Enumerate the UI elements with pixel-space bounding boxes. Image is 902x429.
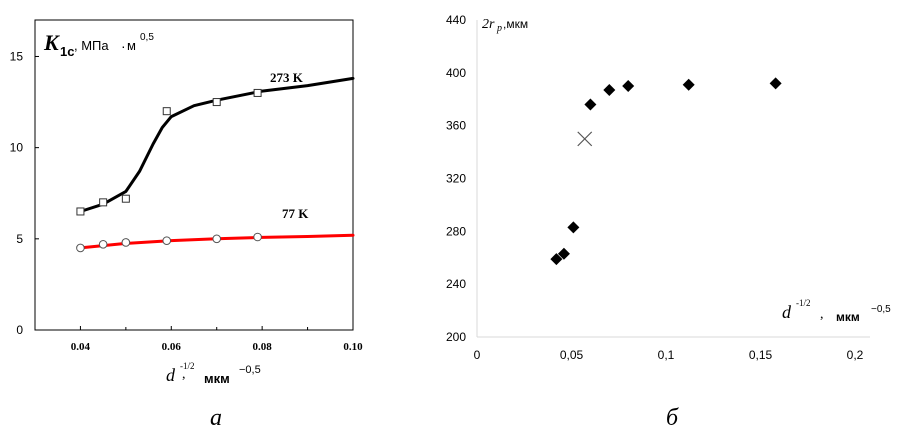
panel-a-ylabel-exp: 0,5 [140, 32, 154, 43]
data-point-273k [253, 88, 262, 97]
panel-a-caption: а [210, 405, 222, 429]
panel-b-y-tick-label: 240 [446, 277, 466, 291]
panel-b-caption: б [666, 405, 679, 429]
panel-b-ylabel-units: ,мкм [503, 17, 528, 31]
panel-a-y-tick-label: 15 [10, 49, 24, 63]
panel-b-xlabel-units: мкм [836, 310, 860, 324]
panel-b-xlabel-units-exp: −0,5 [871, 304, 891, 315]
data-point-diamond [769, 77, 782, 90]
data-point-77k [253, 232, 262, 242]
data-point-273k [162, 107, 171, 116]
panel-a-xlabel: d -1/2 , мкм −0,5 [166, 361, 261, 386]
panel-a: 0.04 0.06 0.08 0.10 0 5 10 15 273 K 77 K K 1c ,… [10, 19, 363, 429]
data-point-77k [212, 234, 222, 244]
data-point-diamond [584, 98, 597, 111]
panel-b-y-tick-label: 200 [446, 330, 466, 344]
panel-b-x-tick-label: 0,05 [560, 348, 584, 362]
data-point-x-stroke [577, 131, 593, 147]
data-point-diamond [682, 78, 695, 91]
data-point-diamond [622, 80, 635, 93]
data-point-77k [162, 236, 172, 245]
panel-b: 0 0,05 0,1 0,15 0,2 200 240 280 320 360 400 440 2r … [446, 13, 891, 429]
panel-b-xlabel-exp: -1/2 [796, 298, 811, 308]
data-point-273k [121, 194, 130, 203]
panel-a-xlabel-sep: , [182, 367, 186, 382]
panel-b-xlabel-sep: , [820, 307, 824, 322]
panel-a-ylabel-sub: 1c [60, 44, 74, 59]
panel-b-ticks: 0 0,05 0,1 0,15 0,2 200 240 280 320 360 400 440 [446, 13, 864, 362]
panel-b-y-tick-label: 280 [446, 224, 466, 238]
panel-a-y-tick-label: 5 [16, 232, 23, 246]
panel-a-x-tick-label: 0.04 [71, 341, 91, 353]
panel-a-xlabel-exp: -1/2 [180, 361, 195, 371]
data-point-273k [212, 98, 221, 107]
data-point-x [577, 131, 593, 147]
data-point-77k [76, 243, 85, 253]
panel-a-xlabel-units-exp: −0,5 [239, 364, 261, 376]
panel-a-xlabel-d: d [166, 365, 176, 385]
panel-a-x-tick-label: 0.06 [162, 341, 182, 353]
data-point-diamond [557, 247, 570, 260]
data-point-77k [121, 238, 131, 247]
panel-b-y-tick-label: 400 [446, 66, 466, 80]
panel-a-x-tick-label: 0.08 [253, 341, 273, 353]
panel-a-curve-273k [78, 76, 355, 213]
panel-b-markers [550, 77, 782, 266]
data-point-77k [98, 239, 108, 249]
panel-a-markers [76, 88, 262, 253]
panel-a-y-tick-label: 0 [16, 323, 23, 337]
panel-b-x-tick-label: 0,15 [749, 348, 773, 362]
panel-a-x-tick-label: 0.10 [343, 341, 363, 353]
panel-a-ylabel-k: K [43, 30, 60, 55]
panel-b-x-tick-label: 0,2 [847, 348, 864, 362]
data-point-diamond [550, 253, 563, 266]
panel-b-y-tick-label: 440 [446, 13, 466, 27]
panel-b-xlabel: d -1/2 , мкм −0,5 [782, 298, 891, 324]
panel-a-y-tick-label: 10 [10, 141, 24, 155]
panel-a-ylabel: K 1c , МПа · м 0,5 [43, 30, 154, 59]
panel-a-ylabel-m: м [127, 38, 136, 53]
panel-b-ylabel-sub: p [496, 23, 502, 34]
data-point-diamond [567, 221, 580, 234]
data-point-273k [99, 198, 108, 207]
series-label-77k: 77 K [282, 206, 309, 221]
panel-a-xlabel-units: мкм [204, 371, 230, 386]
panel-a-ylabel-units: , МПа [74, 38, 109, 53]
panel-b-y-tick-label: 320 [446, 172, 466, 186]
panel-a-ticks: 0.04 0.06 0.08 0.10 0 5 10 15 [10, 49, 363, 353]
series-label-273k: 273 K [270, 70, 304, 85]
panel-b-xlabel-d: d [782, 302, 792, 322]
panel-b-ylabel: 2r p ,мкм [482, 17, 528, 34]
panel-b-x-tick-label: 0 [474, 348, 481, 362]
panel-b-y-tick-label: 360 [446, 119, 466, 133]
panel-a-plot-frame [34, 19, 354, 331]
panel-b-x-tick-label: 0,1 [658, 348, 675, 362]
data-point-273k [76, 207, 85, 216]
panel-b-ylabel-2r: 2r [482, 17, 495, 32]
data-point-diamond [603, 84, 616, 97]
panel-a-ylabel-dot: · [121, 38, 126, 54]
